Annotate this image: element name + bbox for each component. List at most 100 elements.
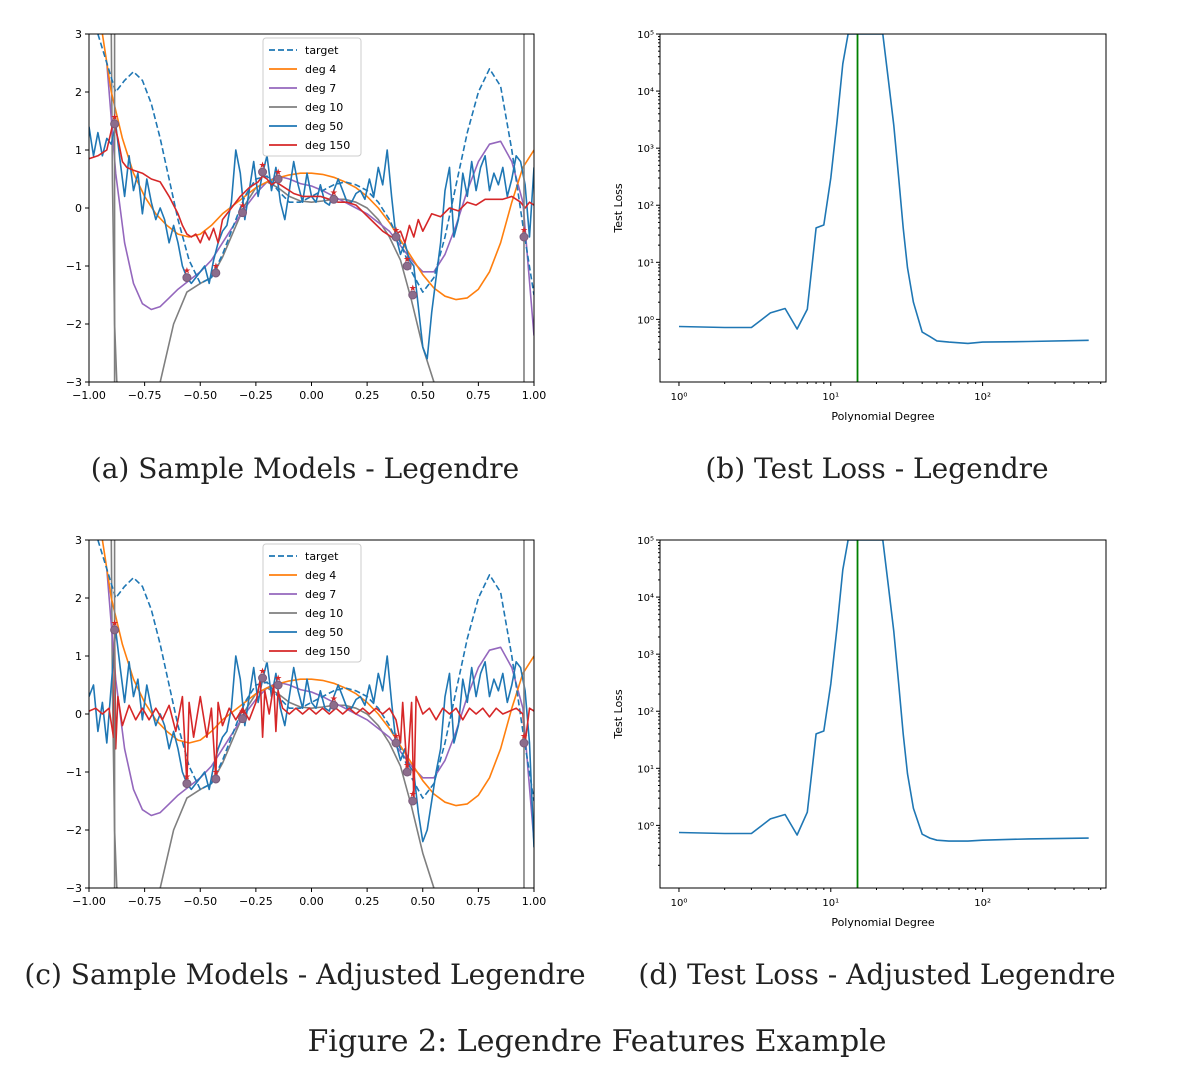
sample-point bbox=[211, 268, 221, 278]
x-tick-label: −0.75 bbox=[128, 895, 162, 908]
legend-label: deg 10 bbox=[305, 607, 343, 620]
sample-star: ★ bbox=[409, 790, 417, 800]
axes-frame bbox=[659, 539, 1107, 889]
sample-star: ★ bbox=[392, 732, 400, 742]
legend-label: deg 7 bbox=[305, 588, 336, 601]
sample-star: ★ bbox=[330, 188, 338, 198]
sample-point bbox=[182, 273, 192, 283]
sample-point bbox=[402, 767, 412, 777]
sample-star: ★ bbox=[111, 619, 119, 629]
sample-point bbox=[329, 194, 339, 204]
y-tick-label: −2 bbox=[66, 824, 82, 837]
x-tick-label: 10⁰ bbox=[671, 898, 688, 909]
legend-label: deg 150 bbox=[305, 645, 350, 658]
x-tick-label: 1.00 bbox=[522, 389, 547, 402]
chart-panel-2: ★ ★ ★ ★ ★ ★ ★ ★ ★ ★ ★ −1.00 −0.75 −0.50 −0.25 0.00 0.25 0… bbox=[66, 534, 546, 908]
sample-star: ★ bbox=[274, 168, 282, 178]
sample-star: ★ bbox=[111, 113, 119, 123]
y-tick-label: 2 bbox=[75, 86, 82, 99]
sample-point bbox=[238, 714, 248, 724]
sample-star: ★ bbox=[409, 284, 417, 294]
x-tick-label: 0.00 bbox=[299, 389, 324, 402]
x-tick-label: 1.00 bbox=[522, 895, 547, 908]
y-tick-label: 10¹ bbox=[637, 764, 654, 775]
y-tick-label: 10⁴ bbox=[637, 593, 654, 604]
y-tick-label: 3 bbox=[75, 28, 82, 41]
x-tick-label: 0.50 bbox=[411, 895, 436, 908]
figure-caption: Figure 2: Legendre Features Example bbox=[307, 1024, 887, 1059]
legend-label: deg 7 bbox=[305, 82, 336, 95]
y-tick-label: −2 bbox=[66, 318, 82, 331]
legend-label: target bbox=[305, 44, 339, 57]
y-axis-label: Test Loss bbox=[612, 689, 625, 740]
legend-label: deg 50 bbox=[305, 120, 343, 133]
chart-panel-3: 10⁰ 10¹ 10² 10⁰ 10¹ 10² 10³ 10⁴ 10⁵ Polynomial De… bbox=[612, 536, 1107, 929]
y-tick-label: 10⁵ bbox=[637, 30, 654, 41]
sample-point bbox=[408, 290, 418, 300]
x-tick-label: 0.00 bbox=[299, 895, 324, 908]
plot-area bbox=[678, 540, 1089, 888]
sample-point bbox=[258, 167, 268, 177]
sample-point bbox=[110, 119, 120, 129]
x-tick-label: −1.00 bbox=[72, 895, 106, 908]
axes-frame bbox=[659, 33, 1107, 383]
sample-point bbox=[258, 673, 268, 683]
series-deg-7 bbox=[106, 62, 534, 336]
chart-panel-0: ★ ★ ★ ★ ★ ★ ★ ★ ★ ★ ★ −1.00 −0.75 −0.50 −0.25 0.00 0.25 0… bbox=[66, 28, 546, 402]
sample-star: ★ bbox=[183, 267, 191, 277]
sample-star: ★ bbox=[239, 202, 247, 212]
panel-c-caption: (c) Sample Models - Adjusted Legendre bbox=[24, 958, 586, 991]
x-tick-label: 0.75 bbox=[466, 895, 491, 908]
sample-point bbox=[391, 232, 401, 242]
sample-star: ★ bbox=[212, 262, 220, 272]
plot-area: ★ ★ ★ ★ ★ ★ ★ ★ ★ ★ ★ bbox=[89, 540, 534, 888]
legend-label: deg 50 bbox=[305, 626, 343, 639]
sample-star: ★ bbox=[259, 667, 267, 677]
sample-point bbox=[110, 625, 120, 635]
y-tick-label: 10⁰ bbox=[637, 315, 654, 326]
sample-point bbox=[408, 796, 418, 806]
series-target bbox=[97, 540, 534, 802]
y-tick-label: 1 bbox=[75, 650, 82, 663]
legend-label: deg 4 bbox=[305, 63, 336, 76]
y-tick-label: 1 bbox=[75, 144, 82, 157]
legend: target deg 4 deg 7 deg 10 deg 50 deg 150 bbox=[262, 37, 362, 157]
series-test-loss bbox=[678, 34, 1089, 345]
y-tick-label: 2 bbox=[75, 592, 82, 605]
x-tick-label: −0.75 bbox=[128, 389, 162, 402]
x-tick-label: 10² bbox=[974, 392, 991, 403]
series-deg-150 bbox=[89, 631, 534, 802]
sample-point bbox=[519, 232, 529, 242]
plot-area: ★ ★ ★ ★ ★ ★ ★ ★ ★ ★ ★ bbox=[89, 34, 534, 382]
sample-star: ★ bbox=[392, 226, 400, 236]
sample-point bbox=[519, 738, 529, 748]
panel-d-caption: (d) Test Loss - Adjusted Legendre bbox=[638, 958, 1116, 991]
panel-b-caption: (b) Test Loss - Legendre bbox=[705, 452, 1049, 485]
sample-star: ★ bbox=[330, 694, 338, 704]
x-tick-label: −1.00 bbox=[72, 389, 106, 402]
y-tick-label: 0 bbox=[75, 708, 82, 721]
x-tick-label: −0.50 bbox=[183, 389, 217, 402]
sample-star: ★ bbox=[520, 732, 528, 742]
x-tick-label: 10¹ bbox=[822, 898, 839, 909]
y-tick-label: 3 bbox=[75, 534, 82, 547]
x-tick-label: 10² bbox=[974, 898, 991, 909]
x-tick-label: −0.50 bbox=[183, 895, 217, 908]
sample-point bbox=[391, 738, 401, 748]
y-tick-label: −3 bbox=[66, 376, 82, 389]
series-deg-150 bbox=[89, 120, 534, 244]
series-test-loss bbox=[678, 540, 1089, 842]
sample-star: ★ bbox=[403, 761, 411, 771]
sample-point bbox=[329, 700, 339, 710]
x-axis-label: Polynomial Degree bbox=[831, 410, 935, 423]
y-tick-label: 0 bbox=[75, 202, 82, 215]
y-tick-label: −3 bbox=[66, 882, 82, 895]
series-deg-50 bbox=[89, 123, 534, 360]
y-tick-label: 10² bbox=[637, 201, 654, 212]
y-tick-label: 10⁵ bbox=[637, 536, 654, 547]
legend-label: deg 4 bbox=[305, 569, 336, 582]
x-axis-label: Polynomial Degree bbox=[831, 916, 935, 929]
x-tick-label: −0.25 bbox=[239, 389, 273, 402]
y-tick-label: −1 bbox=[66, 766, 82, 779]
